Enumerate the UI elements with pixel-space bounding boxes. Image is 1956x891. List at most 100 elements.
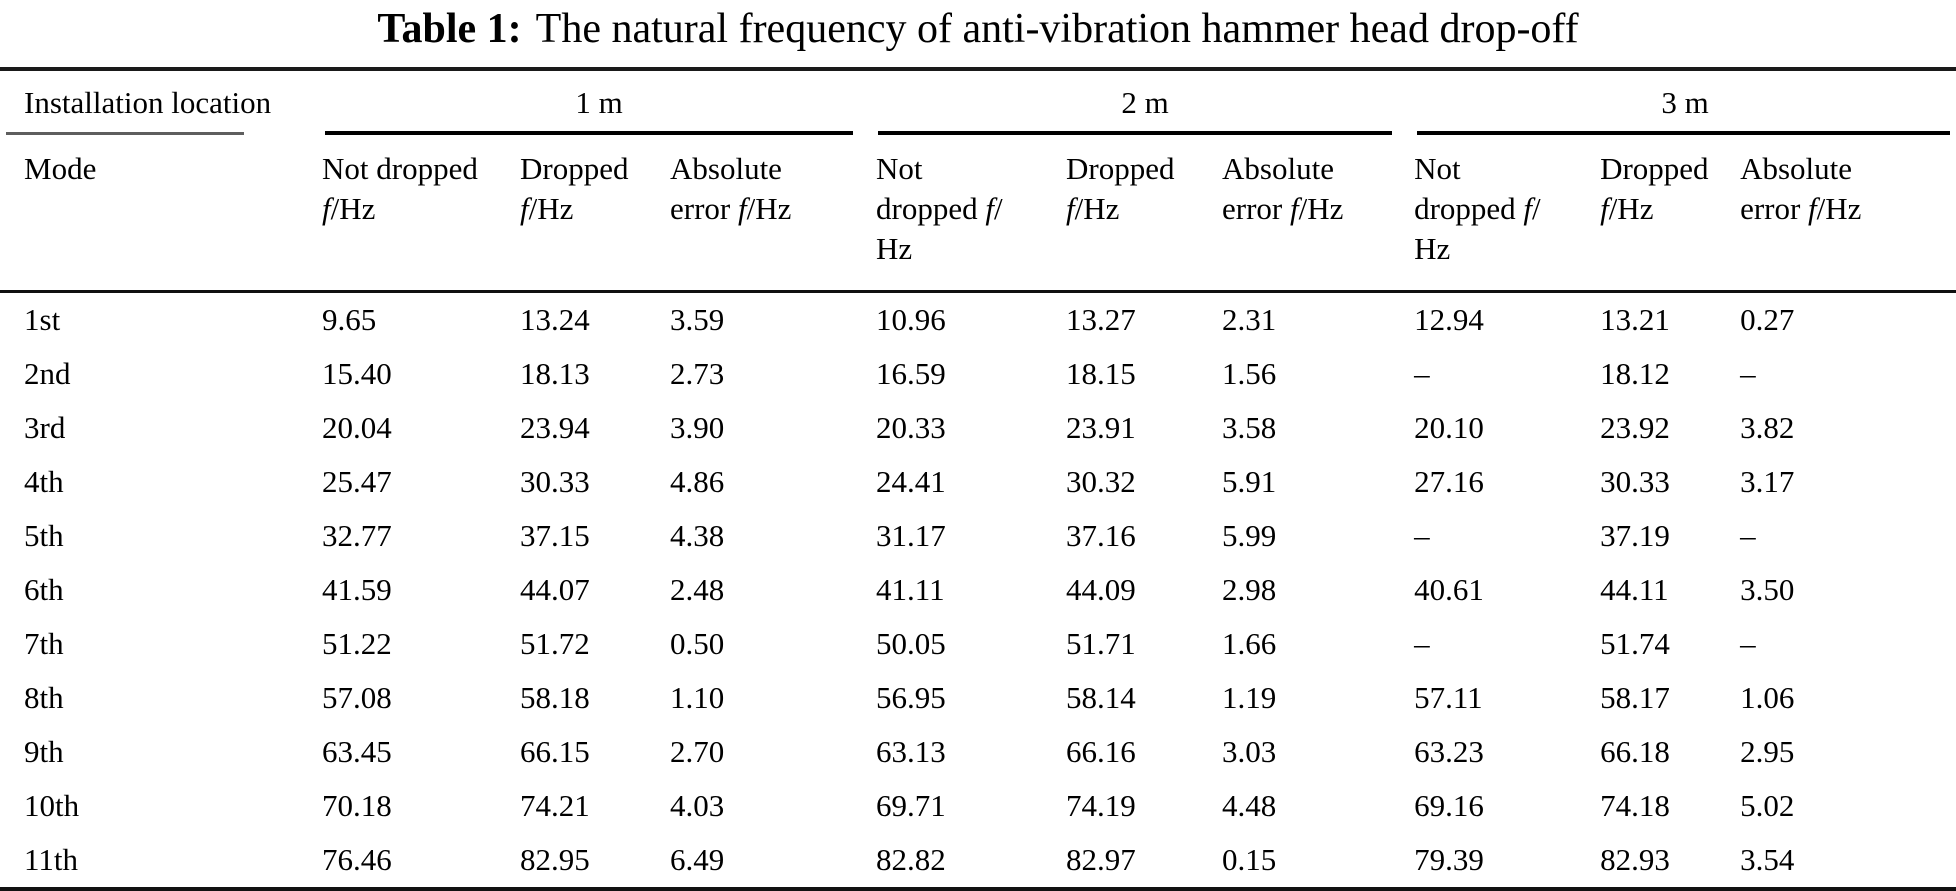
mode-cell: 6th <box>24 571 64 607</box>
value-cell: 3.59 <box>670 301 725 337</box>
value-cell: 3.54 <box>1740 841 1795 877</box>
value-cell: 66.15 <box>520 733 590 769</box>
table-row: 2nd 15.40 18.13 2.73 16.59 18.15 1.56 – 18.12 – <box>0 347 1956 401</box>
value-cell: 63.45 <box>322 733 392 769</box>
col-header-dropped-3m: Dropped f/Hz <box>1600 135 1741 293</box>
header-line: Absolute <box>1740 151 1852 186</box>
value-cell: 51.22 <box>322 625 392 661</box>
value-cell: 3.17 <box>1740 463 1795 499</box>
value-cell: 5.02 <box>1740 787 1795 823</box>
value-cell: 18.13 <box>520 355 590 391</box>
mode-cell: 3rd <box>24 409 66 445</box>
value-cell: 0.27 <box>1740 301 1795 337</box>
value-cell: 82.97 <box>1066 841 1136 877</box>
value-cell: 1.10 <box>670 679 725 715</box>
header-line: Dropped <box>1066 151 1175 186</box>
header-line: Absolute <box>1222 151 1334 186</box>
value-cell: 2.70 <box>670 733 725 769</box>
col-header-dropped-1m: Dropped f/Hz <box>520 135 670 293</box>
value-cell: 30.32 <box>1066 463 1136 499</box>
table-row: 11th 76.46 82.95 6.49 82.82 82.97 0.15 79.39 82.… <box>0 833 1956 889</box>
mode-cell: 7th <box>24 625 64 661</box>
mode-cell: 8th <box>24 679 64 715</box>
value-cell: 2.73 <box>670 355 725 391</box>
header-line: Not dropped <box>322 151 478 186</box>
table-row: 7th 51.22 51.72 0.50 50.05 51.71 1.66 – 51.74 – <box>0 617 1956 671</box>
value-cell: 63.23 <box>1414 733 1484 769</box>
mode-cell: 10th <box>24 787 80 823</box>
value-cell: 37.15 <box>520 517 590 553</box>
value-cell: 44.09 <box>1066 571 1136 607</box>
value-cell: 0.15 <box>1222 841 1277 877</box>
value-cell: 20.10 <box>1414 409 1484 445</box>
value-cell: 1.66 <box>1222 625 1277 661</box>
table-title: Table 1: The natural frequency of anti-vi… <box>0 0 1956 67</box>
value-cell: 2.98 <box>1222 571 1277 607</box>
corner-header: Installation location <box>0 69 322 135</box>
header-line: Hz <box>876 231 913 266</box>
value-cell: 23.91 <box>1066 409 1136 445</box>
value-cell: 3.90 <box>670 409 725 445</box>
value-cell: 6.49 <box>670 841 725 877</box>
value-cell: 58.14 <box>1066 679 1136 715</box>
value-cell: 12.94 <box>1414 301 1484 337</box>
col-header-notdropped-2m: Not dropped f/ Hz <box>876 135 1067 293</box>
mode-header: Mode <box>0 135 322 293</box>
col-header-notdropped-1m: Not dropped f/Hz <box>322 135 520 293</box>
value-cell: 37.16 <box>1066 517 1136 553</box>
header-line: Not <box>1414 151 1461 186</box>
header-line: Dropped <box>520 151 629 186</box>
table-row: 1st 9.65 13.24 3.59 10.96 13.27 2.31 12.94 13.21… <box>0 291 1956 347</box>
group-header-3m: 3 m <box>1414 69 1956 135</box>
value-cell: 82.95 <box>520 841 590 877</box>
value-cell: 50.05 <box>876 625 946 661</box>
value-cell: – <box>1740 625 1756 661</box>
header-line: error f/Hz <box>670 191 792 226</box>
value-cell: 32.77 <box>322 517 392 553</box>
value-cell: 3.58 <box>1222 409 1277 445</box>
mode-cell: 5th <box>24 517 64 553</box>
value-cell: 76.46 <box>322 841 392 877</box>
value-cell: 20.04 <box>322 409 392 445</box>
value-cell: 23.92 <box>1600 409 1670 445</box>
value-cell: 41.59 <box>322 571 392 607</box>
mode-cell: 2nd <box>24 355 71 391</box>
mode-cell: 4th <box>24 463 64 499</box>
col-header-dropped-2m: Dropped f/Hz <box>1066 135 1223 293</box>
table-row: 8th 57.08 58.18 1.10 56.95 58.14 1.19 57.11 58.1… <box>0 671 1956 725</box>
value-cell: 13.21 <box>1600 301 1670 337</box>
value-cell: 51.71 <box>1066 625 1136 661</box>
value-cell: 66.16 <box>1066 733 1136 769</box>
value-cell: 1.06 <box>1740 679 1795 715</box>
value-cell: 74.18 <box>1600 787 1670 823</box>
value-cell: 44.11 <box>1600 571 1669 607</box>
value-cell: 18.12 <box>1600 355 1670 391</box>
value-cell: 70.18 <box>322 787 392 823</box>
value-cell: 4.03 <box>670 787 725 823</box>
value-cell: 56.95 <box>876 679 946 715</box>
header-line: f/Hz <box>1600 191 1654 226</box>
value-cell: 41.11 <box>876 571 945 607</box>
frequency-table: Installation location 1 m 2 m 3 m Mode N… <box>0 67 1956 891</box>
value-cell: 51.72 <box>520 625 590 661</box>
col-header-abserror-3m: Absolute error f/Hz <box>1740 135 1956 293</box>
value-cell: 66.18 <box>1600 733 1670 769</box>
value-cell: – <box>1414 625 1430 661</box>
col-header-notdropped-3m: Not dropped f/ Hz <box>1414 135 1601 293</box>
value-cell: 69.16 <box>1414 787 1484 823</box>
value-cell: 4.48 <box>1222 787 1277 823</box>
table-row: 10th 70.18 74.21 4.03 69.71 74.19 4.48 69.16 74.… <box>0 779 1956 833</box>
value-cell: 0.50 <box>670 625 725 661</box>
value-cell: 27.16 <box>1414 463 1484 499</box>
col-header-abserror-1m: Absolute error f/Hz <box>670 135 877 293</box>
value-cell: 58.18 <box>520 679 590 715</box>
value-cell: 40.61 <box>1414 571 1484 607</box>
group-header-row: Installation location 1 m 2 m 3 m <box>0 69 1956 135</box>
value-cell: 58.17 <box>1600 679 1670 715</box>
col-header-abserror-2m: Absolute error f/Hz <box>1222 135 1415 293</box>
table-row: 9th 63.45 66.15 2.70 63.13 66.16 3.03 63.23 66.1… <box>0 725 1956 779</box>
value-cell: 82.82 <box>876 841 946 877</box>
value-cell: – <box>1740 517 1756 553</box>
table-head: Installation location 1 m 2 m 3 m Mode N… <box>0 69 1956 293</box>
